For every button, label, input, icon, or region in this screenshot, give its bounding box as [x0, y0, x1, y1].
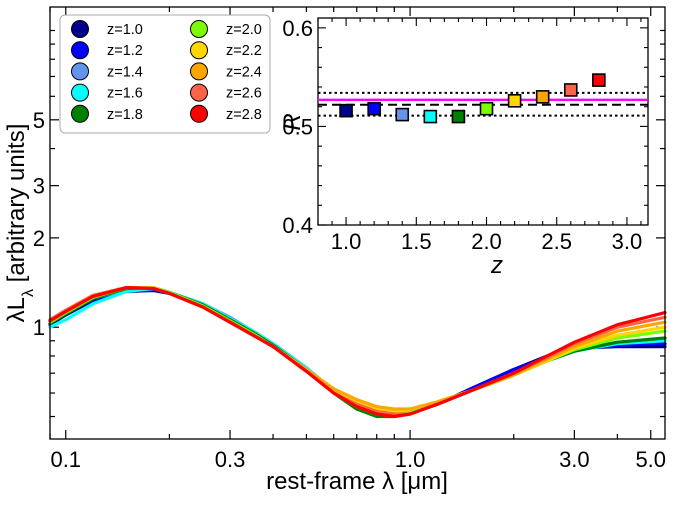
legend: z=1.0 z=1.2 z=1.4 z=1.6 z=1.8 z=2.0 z=2.2 z=2.4…	[71, 20, 262, 123]
inset-y-axis-label: R	[279, 113, 306, 130]
inset-x-tick-labels: 1.0 1.5 2.0 2.5 3.0	[331, 229, 642, 254]
inset-y-tick-label: 0.5	[282, 114, 313, 139]
legend-label: z=1.2	[107, 43, 143, 59]
inset-y-tick-label: 0.6	[282, 16, 313, 41]
inset-x-tick-label: 2.5	[541, 229, 572, 254]
legend-label: z=1.4	[107, 64, 143, 80]
main-x-tick-label: 0.1	[50, 447, 81, 472]
legend-label: z=2.6	[226, 86, 262, 102]
legend-marker	[71, 41, 89, 60]
legend-label: z=2.0	[226, 22, 262, 38]
inset-x-tick-label: 1.5	[401, 229, 432, 254]
inset-y-tick-labels: 0.4 0.5 0.6	[282, 16, 313, 238]
inset-x-tick-label: 3.0	[612, 229, 643, 254]
inset-point	[423, 109, 438, 124]
legend-marker	[71, 20, 89, 38]
inset-reference-lines	[318, 91, 648, 117]
legend-label: z=1.8	[107, 107, 143, 123]
legend-label: z=2.8	[226, 107, 262, 123]
main-y-tick-label: 1	[33, 315, 45, 340]
main-x-tick-label: 5.0	[635, 447, 666, 472]
inset-x-tick-label: 1.0	[331, 229, 362, 254]
legend-label: z=2.2	[226, 43, 262, 59]
main-plot-frame	[49, 6, 666, 440]
legend-label: z=1.6	[107, 86, 143, 102]
inset-y-tick-label: 0.4	[282, 213, 313, 238]
inset-x-tick-label: 2.0	[471, 229, 502, 254]
legend-marker	[190, 41, 208, 60]
main-x-axis-label: rest-frame λ [μm]	[266, 468, 448, 495]
main-y-tick-label: 5	[33, 108, 45, 133]
inset-point	[479, 101, 494, 116]
legend-marker	[71, 83, 89, 102]
inset-ticks	[317, 18, 648, 226]
legend-label: z=1.0	[107, 22, 143, 38]
series-line-z-2-8	[48, 286, 667, 419]
main-y-axis-label-rest: [arbitrary units]	[3, 124, 30, 289]
main-y-tick-label: 2	[33, 226, 45, 251]
main-series	[48, 286, 667, 419]
main-y-axis-label: λLλ [arbitrary units]	[3, 124, 37, 323]
legend-marker	[71, 62, 89, 81]
legend-marker	[190, 83, 208, 102]
main-x-tick-label: 3.0	[559, 447, 590, 472]
main-x-tick-label: 1.0	[395, 447, 426, 472]
inset-point	[367, 101, 381, 116]
inset-x-axis-label: z	[490, 252, 503, 279]
legend-marker	[190, 20, 208, 38]
main-ticks	[49, 7, 665, 439]
inset-point	[339, 103, 353, 118]
inset-plot-frame	[317, 17, 649, 226]
inset-point	[592, 73, 606, 87]
legend-label: z=2.4	[226, 64, 262, 80]
main-y-tick-label: 3	[33, 174, 45, 199]
main-x-tick-labels: 0.1 0.3 1.0 3.0 5.0	[50, 447, 666, 472]
inset-point	[535, 90, 550, 104]
inset-point	[451, 109, 466, 124]
inset-points	[339, 73, 606, 124]
main-y-axis-label-sub: λ	[20, 289, 37, 297]
legend-marker	[71, 104, 89, 123]
inset-point	[507, 94, 522, 108]
inset-point	[563, 83, 578, 97]
legend-marker	[190, 62, 208, 81]
main-y-axis-label-main: λL	[3, 297, 30, 322]
main-y-tick-labels: 1 2 3 5	[33, 108, 45, 340]
legend-box	[59, 14, 271, 134]
inset-point	[395, 107, 410, 122]
legend-marker	[190, 104, 208, 123]
main-x-tick-label: 0.3	[215, 447, 246, 472]
